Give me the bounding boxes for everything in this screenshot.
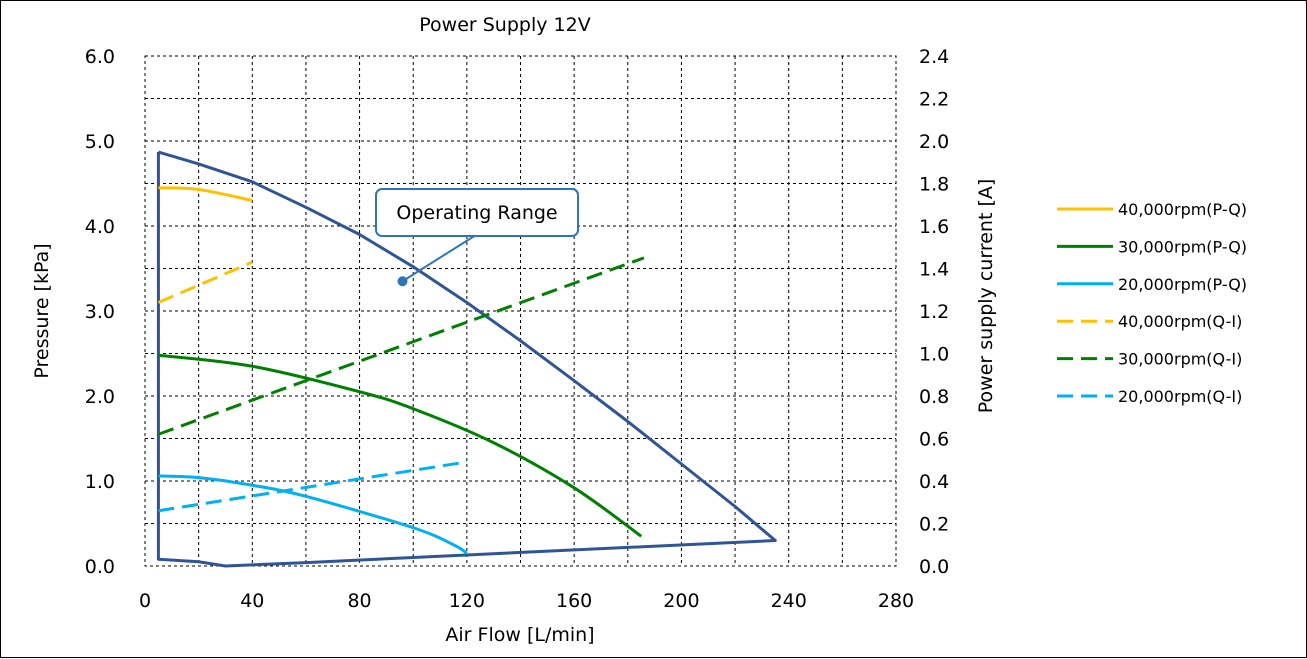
- series-layer: [156, 150, 777, 568]
- series-line-20-000rpm-p-q: [158, 474, 468, 555]
- y2-tick-label: 1.0: [919, 344, 949, 366]
- x-tick-label: 80: [347, 590, 371, 612]
- y2-tick-label: 1.4: [919, 259, 949, 281]
- y2-axis-title: Power supply current [A]: [975, 179, 997, 414]
- y2-tick-label: 1.6: [919, 216, 949, 238]
- x-tick-label: 200: [663, 590, 699, 612]
- y2-tick-label: 0.0: [919, 556, 949, 578]
- x-tick-label: 160: [556, 590, 592, 612]
- y-tick-label: 1.0: [85, 471, 115, 493]
- legend-label-30-000rpm-p-q: 30,000rpm(P-Q): [1118, 237, 1247, 256]
- y2-tick-label: 1.8: [919, 174, 949, 196]
- callout-point: [397, 276, 408, 287]
- y2-tick-label: 0.4: [919, 471, 949, 493]
- y2-tick-label: 0.8: [919, 386, 949, 408]
- y2-tick-label: 2.4: [919, 46, 949, 68]
- y2-tick-label: 1.2: [919, 301, 949, 323]
- series-line-30-000rpm-q-i: [157, 256, 645, 436]
- x-tick-label: 280: [878, 590, 914, 612]
- series-line-20-000rpm-q-i: [158, 460, 468, 513]
- series-line-30-000rpm-p-q: [158, 353, 643, 538]
- chart-title: Power Supply 12V: [419, 14, 590, 36]
- callout-label: Operating Range: [396, 202, 557, 224]
- x-tick-label: 40: [240, 590, 264, 612]
- y2-tick-label: 2.0: [919, 131, 949, 153]
- series-line-40-000rpm-q-i: [157, 260, 253, 304]
- axes-layer: 0 40 80 120 160 200 240 2800.01.02.03.04.05.06.…: [85, 46, 949, 612]
- y-tick-label: 0.0: [85, 556, 115, 578]
- legend-label-40-000rpm-q-i: 40,000rpm(Q-I): [1118, 312, 1242, 331]
- x-tick-label: 240: [771, 590, 807, 612]
- series-line-40-000rpm-p-q: [158, 186, 253, 202]
- x-axis-title: Air Flow [L/min]: [445, 624, 594, 646]
- y-tick-label: 4.0: [85, 216, 115, 238]
- y2-tick-label: 2.2: [919, 89, 949, 111]
- x-tick-label: 0: [139, 590, 151, 612]
- legend-label-30-000rpm-q-i: 30,000rpm(Q-I): [1118, 350, 1242, 369]
- callout-box: [375, 188, 579, 237]
- y-tick-label: 5.0: [85, 131, 115, 153]
- legend-label-40-000rpm-p-q: 40,000rpm(P-Q): [1118, 200, 1247, 219]
- y-axis-title: Pressure [kPa]: [31, 243, 53, 378]
- legend-label-20-000rpm-q-i: 20,000rpm(Q-I): [1118, 387, 1242, 406]
- x-tick-label: 120: [449, 590, 485, 612]
- y-tick-label: 3.0: [85, 301, 115, 323]
- legend-label-20-000rpm-p-q: 20,000rpm(P-Q): [1118, 275, 1247, 294]
- y2-tick-label: 0.2: [919, 514, 949, 536]
- operating-range-line: [156, 150, 777, 568]
- grid: [144, 55, 897, 567]
- callout: Operating Range: [375, 188, 579, 287]
- y2-tick-label: 0.6: [919, 429, 949, 451]
- legend: 40,000rpm(P-Q) 30,000rpm(P-Q) 20,000rpm(P-…: [1057, 200, 1247, 406]
- y-tick-label: 6.0: [85, 46, 115, 68]
- callout-pointer: [401, 234, 477, 283]
- y-tick-label: 2.0: [85, 386, 115, 408]
